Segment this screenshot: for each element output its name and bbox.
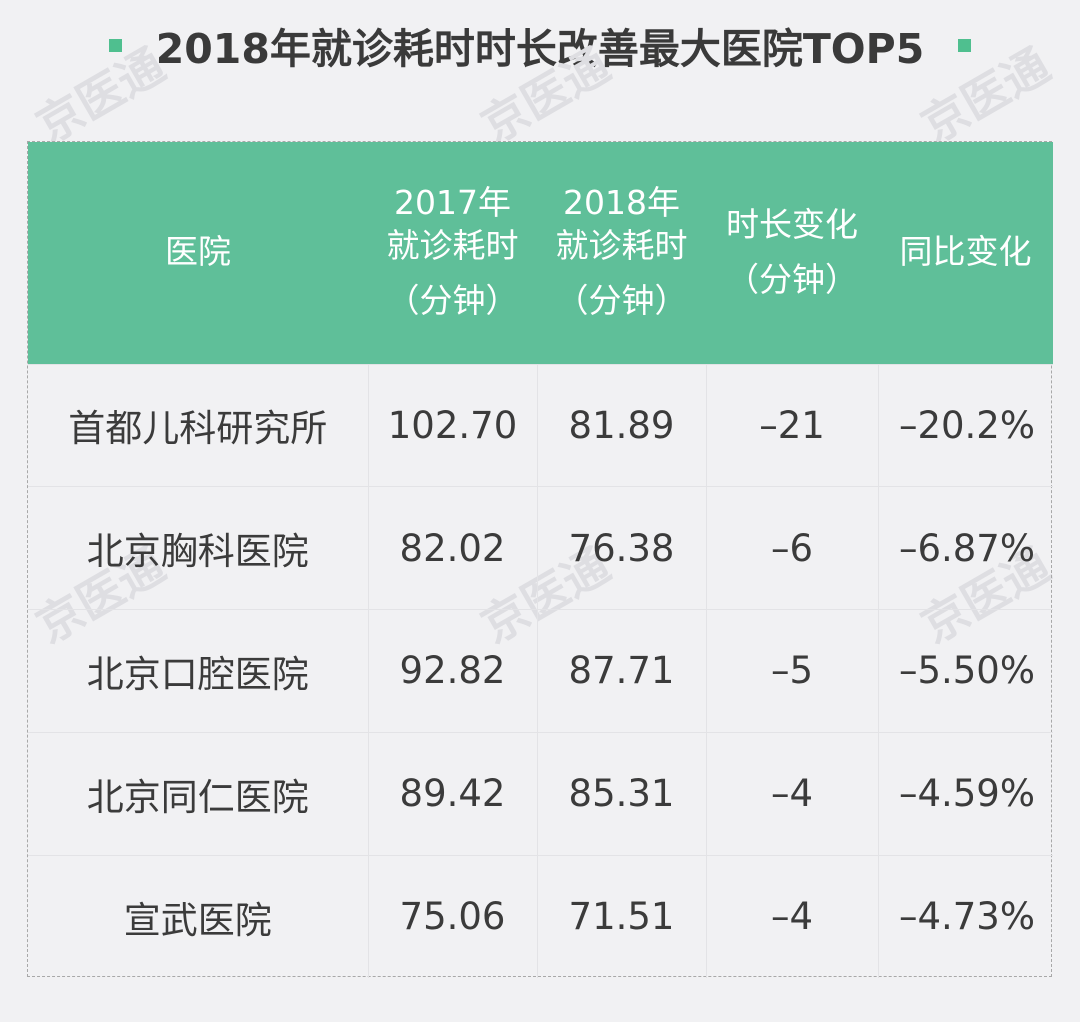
hospital-cell: 首都儿科研究所 <box>28 363 368 487</box>
duration-change-cell: –21 <box>705 363 878 487</box>
header-duration-change: 时长变化 （分钟） <box>706 142 878 364</box>
data-table: 医院 2017年 就诊耗时 （分钟） 2018年 就诊耗时 （分钟） 时长变化 … <box>28 142 1053 978</box>
data-table-container: 医院 2017年 就诊耗时 （分钟） 2018年 就诊耗时 （分钟） 时长变化 … <box>27 141 1053 978</box>
yoy-change-cell: –5.50% <box>877 609 1053 733</box>
time-2018-cell: 87.71 <box>536 609 706 733</box>
time-2017-cell: 89.42 <box>367 731 537 856</box>
title-bullet-left <box>108 38 122 52</box>
table-row: 北京口腔医院 92.82 87.71 –5 –5.50% <box>28 609 1053 733</box>
header-2017-unit: （分钟） <box>386 281 519 321</box>
time-2018-cell: 81.89 <box>536 363 706 487</box>
time-2017-cell: 75.06 <box>367 854 537 978</box>
chart-title: 2018年就诊耗时时长改善最大医院TOP5 <box>155 25 925 73</box>
header-duration-change-unit: （分钟） <box>726 259 858 299</box>
time-2017-cell: 92.82 <box>367 609 537 733</box>
title-bullet-right <box>958 38 972 52</box>
yoy-change-cell: –4.59% <box>877 731 1053 856</box>
header-hospital: 医院 <box>28 142 368 364</box>
table-row: 北京胸科医院 82.02 76.38 –6 –6.87% <box>28 486 1053 610</box>
time-2018-cell: 85.31 <box>536 731 706 856</box>
header-2018-time: 2018年 就诊耗时 （分钟） <box>537 142 706 364</box>
header-2017-time: 2017年 就诊耗时 （分钟） <box>368 142 537 364</box>
header-duration-change-label: 时长变化 <box>726 204 858 244</box>
time-2017-cell: 102.70 <box>367 363 537 487</box>
table-body: 首都儿科研究所 102.70 81.89 –21 –20.2% 北京胸科医院 82.02 76… <box>28 363 1053 978</box>
table-row: 首都儿科研究所 102.70 81.89 –21 –20.2% <box>28 363 1053 487</box>
yoy-change-cell: –20.2% <box>877 363 1053 487</box>
header-2018-unit: （分钟） <box>555 281 688 321</box>
hospital-cell: 北京口腔医院 <box>28 609 368 733</box>
table-row: 宣武医院 75.06 71.51 –4 –4.73% <box>28 854 1053 978</box>
header-2017-line2: 就诊耗时 <box>386 226 519 266</box>
duration-change-cell: –6 <box>705 486 878 610</box>
header-yoy-change: 同比变化 <box>878 142 1053 364</box>
duration-change-cell: –4 <box>705 731 878 856</box>
table-header-row: 医院 2017年 就诊耗时 （分钟） 2018年 就诊耗时 （分钟） 时长变化 … <box>28 142 1053 364</box>
header-2018-line2: 就诊耗时 <box>555 226 688 266</box>
header-2017-line1: 2017年 <box>394 183 511 223</box>
hospital-cell: 北京胸科医院 <box>28 486 368 610</box>
yoy-change-cell: –6.87% <box>877 486 1053 610</box>
header-yoy-change-label: 同比变化 <box>899 232 1032 272</box>
table-row: 北京同仁医院 89.42 85.31 –4 –4.59% <box>28 731 1053 856</box>
hospital-cell: 北京同仁医院 <box>28 731 368 856</box>
time-2017-cell: 82.02 <box>367 486 537 610</box>
time-2018-cell: 76.38 <box>536 486 706 610</box>
yoy-change-cell: –4.73% <box>877 854 1053 978</box>
time-2018-cell: 71.51 <box>536 854 706 978</box>
header-2018-line1: 2018年 <box>563 183 680 223</box>
duration-change-cell: –4 <box>705 854 878 978</box>
title-bar: 2018年就诊耗时时长改善最大医院TOP5 <box>0 0 1080 90</box>
header-hospital-label: 医院 <box>165 232 231 272</box>
hospital-cell: 宣武医院 <box>28 854 368 978</box>
duration-change-cell: –5 <box>705 609 878 733</box>
